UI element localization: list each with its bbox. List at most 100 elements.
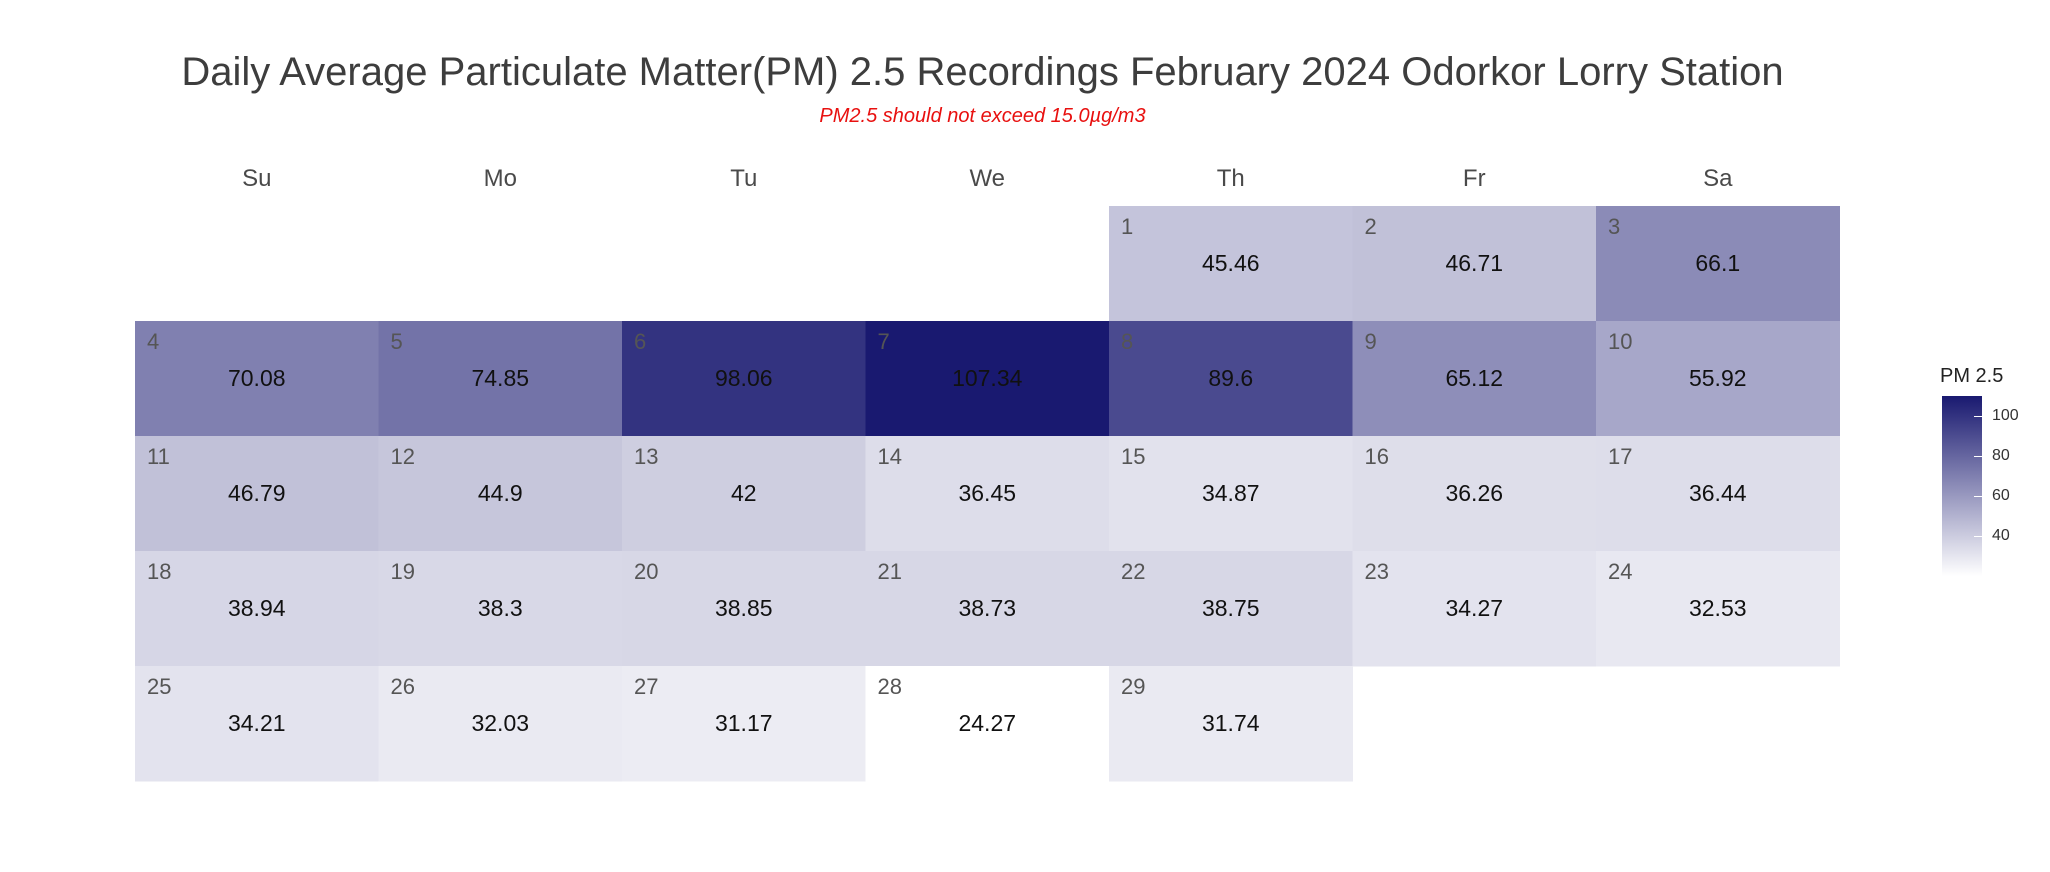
day-tile [1352, 206, 1597, 322]
day-number: 1 [1121, 214, 1133, 239]
day-tile [1109, 551, 1353, 667]
value-label: 36.44 [1689, 480, 1747, 506]
day-number: 12 [391, 444, 415, 469]
calendar-cell: 366.1 [1596, 206, 1840, 322]
value-label: 107.34 [952, 365, 1023, 391]
day-number: 27 [634, 674, 658, 699]
value-label: 31.74 [1202, 710, 1260, 736]
day-tile [1596, 436, 1840, 552]
weekday-label-su: Su [242, 165, 271, 192]
day-tile [622, 321, 866, 437]
day-tile [1109, 666, 1353, 782]
day-number: 25 [147, 674, 171, 699]
legend-tick-mark [1974, 536, 1982, 537]
day-number: 2 [1365, 214, 1377, 239]
legend-tick-label: 80 [1992, 447, 2010, 464]
color-legend: PM 2.5 100 80 60 40 [1940, 365, 2019, 576]
day-tile [1109, 206, 1353, 322]
value-label: 42 [731, 480, 757, 506]
value-label: 66.1 [1695, 250, 1740, 276]
value-label: 46.79 [228, 480, 286, 506]
day-number: 5 [391, 329, 403, 354]
calendar-cell: 145.46 [1109, 206, 1353, 322]
legend-colorbar [1942, 396, 1982, 576]
day-tile [135, 436, 379, 552]
value-label: 45.46 [1202, 250, 1260, 276]
day-tile [378, 666, 623, 782]
value-label: 98.06 [715, 365, 773, 391]
calendar-cell: 23 34.27 [1352, 551, 1597, 667]
calendar-cell: 965.12 [1352, 321, 1597, 437]
calendar-cell: 29 31.74 [1109, 666, 1353, 782]
calendar-cell: 14 36.45 [865, 436, 1110, 552]
legend-tick-label: 100 [1992, 407, 2019, 424]
day-tile [622, 436, 866, 552]
value-label: 34.87 [1202, 480, 1260, 506]
value-label: 70.08 [228, 365, 286, 391]
day-number: 15 [1121, 444, 1145, 469]
calendar-cell: 22 38.75 [1109, 551, 1353, 667]
legend-tick-mark [1974, 416, 1982, 417]
day-tile [865, 321, 1110, 437]
calendar-cell: 12 44.9 [378, 436, 623, 552]
calendar-cell: 246.71 [1352, 206, 1597, 322]
value-label: 32.53 [1689, 595, 1747, 621]
weekday-label-sa: Sa [1703, 165, 1733, 192]
day-tile [378, 321, 623, 437]
calendar-cell: 15 34.87 [1109, 436, 1353, 552]
day-tile [135, 321, 379, 437]
value-label: 55.92 [1689, 365, 1747, 391]
calendar-cell: 574.85 [378, 321, 623, 437]
day-number: 24 [1608, 559, 1632, 584]
day-tile [1352, 436, 1597, 552]
day-number: 10 [1608, 329, 1632, 354]
day-number: 13 [634, 444, 658, 469]
value-label: 34.27 [1445, 595, 1503, 621]
day-tile [1596, 206, 1840, 322]
day-tile [378, 551, 623, 667]
value-label: 36.45 [958, 480, 1016, 506]
calendar-cell: 27 31.17 [622, 666, 866, 782]
calendar-cell: 19 38.3 [378, 551, 623, 667]
day-tile [378, 436, 623, 552]
value-label: 24.27 [958, 710, 1016, 736]
day-number: 22 [1121, 559, 1145, 584]
weekday-label-th: Th [1217, 165, 1245, 192]
day-number: 8 [1121, 329, 1133, 354]
value-label: 46.71 [1445, 250, 1503, 276]
day-tile [1109, 436, 1353, 552]
day-tile [1352, 321, 1597, 437]
calendar-cell: 7 107.34 [865, 321, 1110, 437]
day-tile [1352, 551, 1597, 667]
legend-tick-label: 60 [1992, 487, 2010, 504]
day-number: 18 [147, 559, 171, 584]
day-tile [135, 551, 379, 667]
weekday-label-mo: Mo [484, 165, 517, 192]
value-label: 38.75 [1202, 595, 1260, 621]
value-label: 74.85 [471, 365, 529, 391]
legend-tick-mark [1974, 496, 1982, 497]
chart-subtitle: PM2.5 should not exceed 15.0µg/m3 [819, 105, 1146, 127]
day-number: 7 [878, 329, 890, 354]
calendar-cell: 28 24.27 [865, 666, 1110, 782]
chart-title: Daily Average Particulate Matter(PM) 2.5… [181, 50, 1784, 94]
calendar-cell: 889.6 [1109, 321, 1353, 437]
value-label: 34.21 [228, 710, 286, 736]
day-number: 16 [1365, 444, 1389, 469]
calendar-cell: 11 46.79 [135, 436, 379, 552]
day-number: 20 [634, 559, 658, 584]
value-label: 65.12 [1445, 365, 1503, 391]
legend-body: 100 80 60 40 [1940, 396, 2019, 576]
value-label: 38.94 [228, 595, 286, 621]
weekday-label-fr: Fr [1463, 165, 1486, 192]
day-number: 4 [147, 329, 159, 354]
value-label: 31.17 [715, 710, 773, 736]
day-number: 11 [147, 444, 170, 469]
calendar-heatmap: Su Mo Tu We Th Fr Sa145.46246.71366.1470.08574… [135, 165, 1840, 782]
value-label: 44.9 [478, 480, 523, 506]
day-number: 14 [878, 444, 902, 469]
value-label: 38.73 [958, 595, 1016, 621]
calendar-cell: 16 36.26 [1352, 436, 1597, 552]
day-number: 9 [1365, 329, 1377, 354]
day-tile [1596, 551, 1840, 667]
